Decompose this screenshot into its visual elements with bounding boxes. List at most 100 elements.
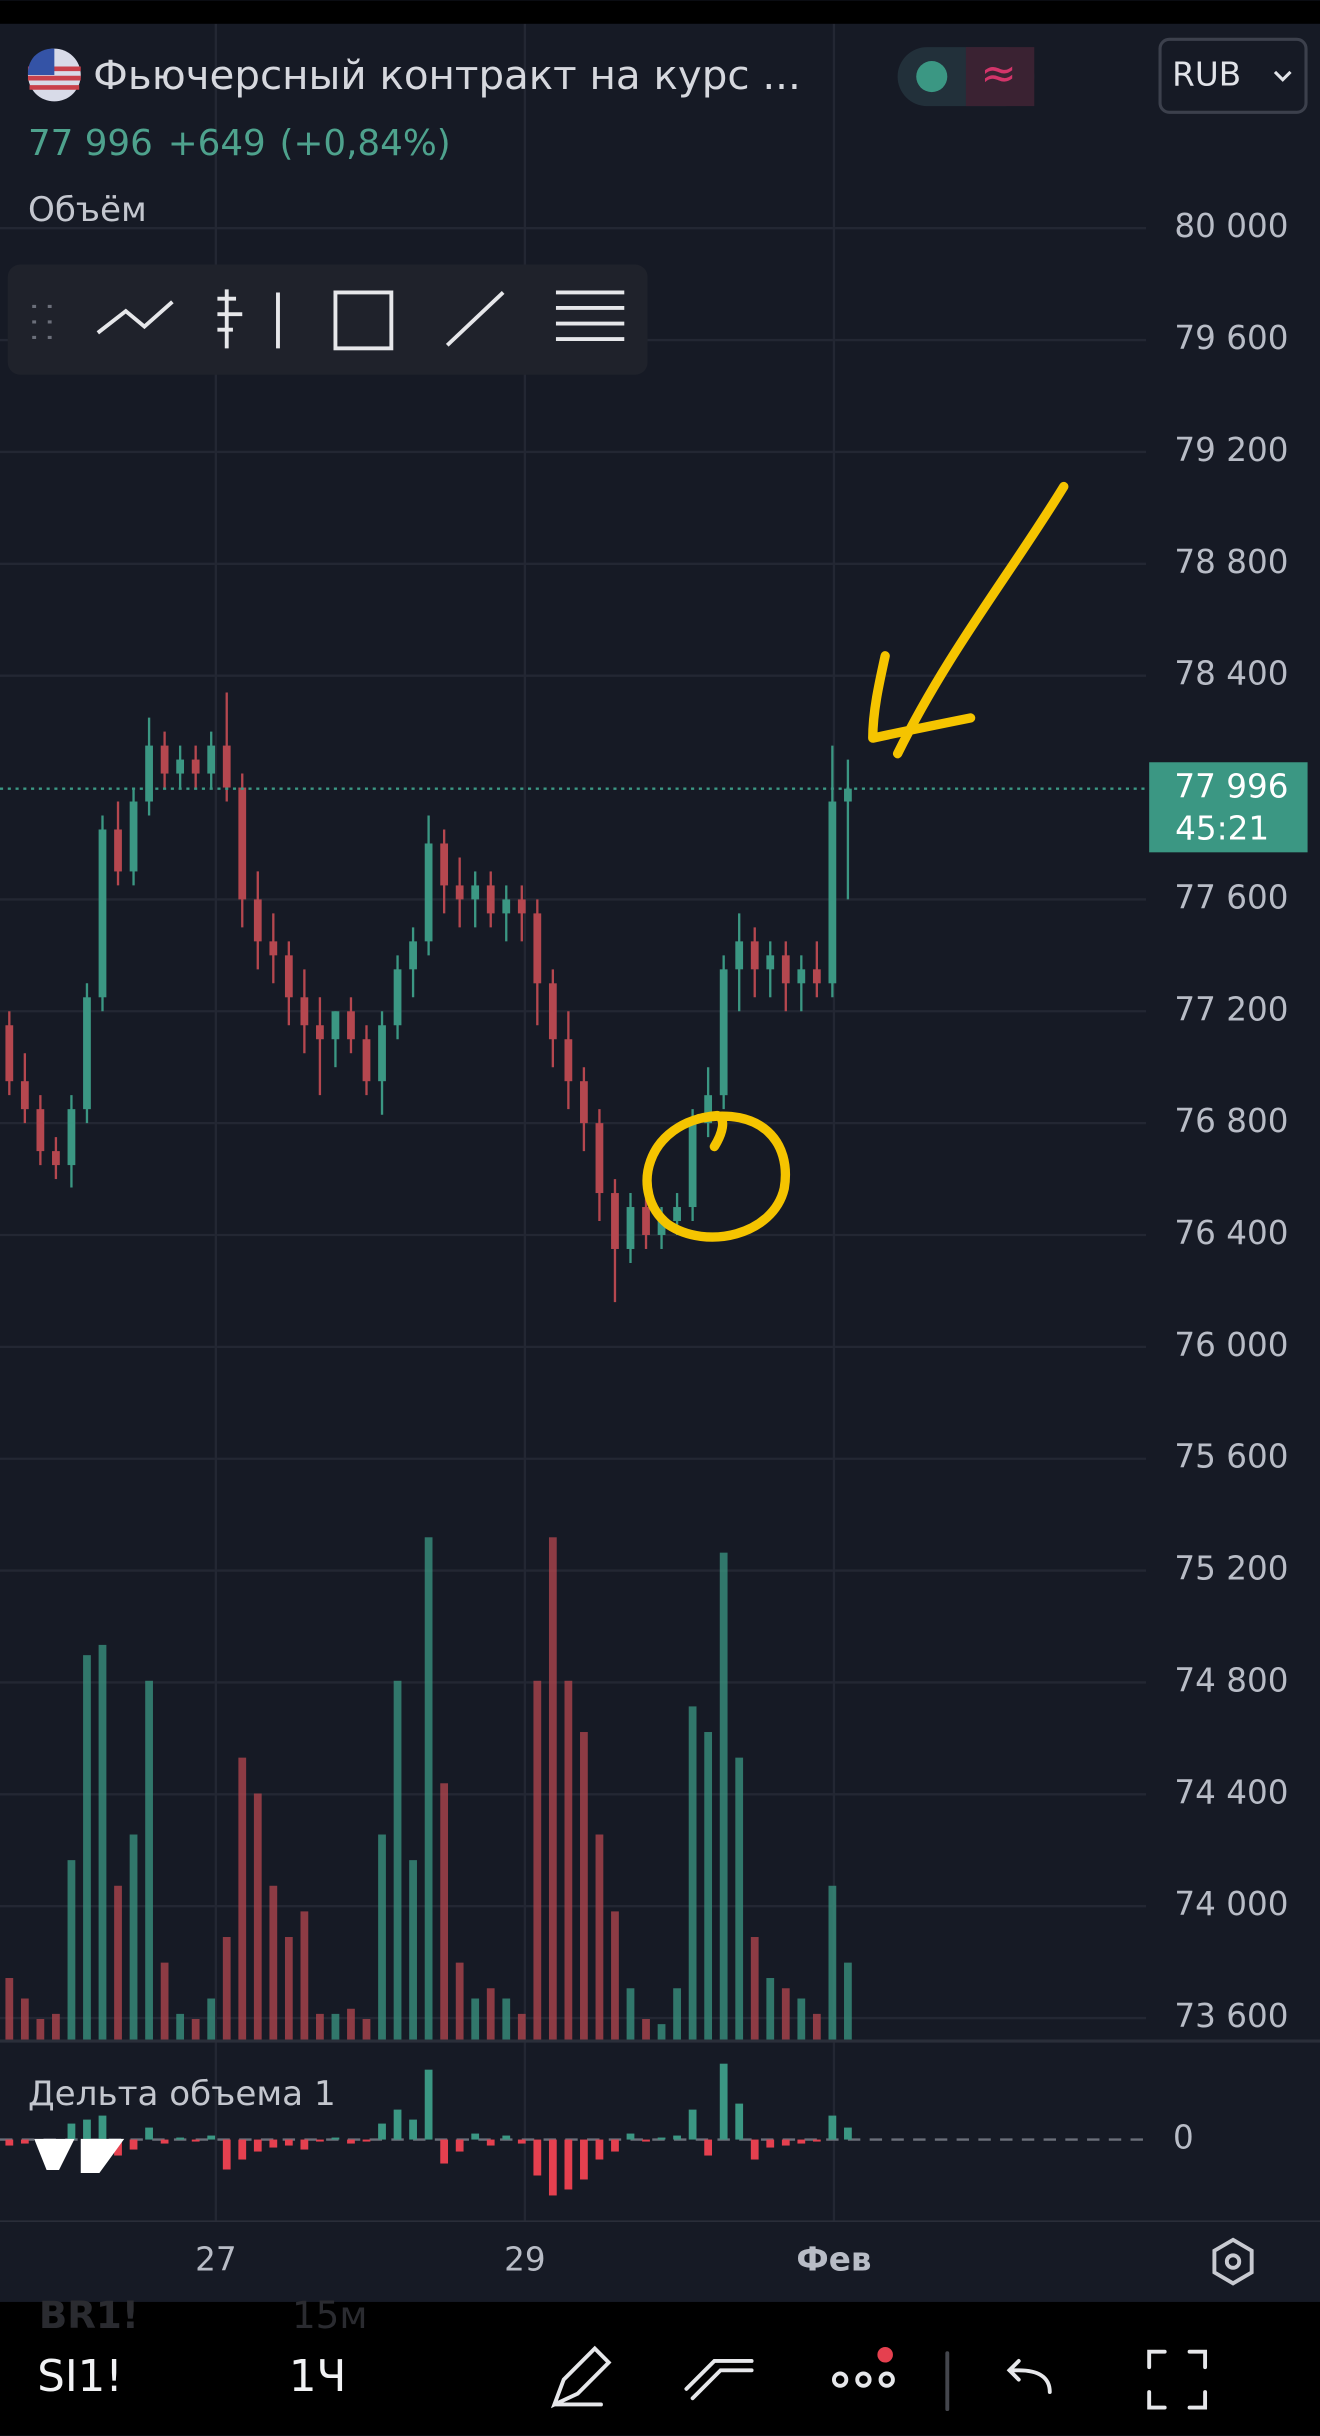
currency-select[interactable] [1158, 37, 1308, 114]
candle-body [409, 941, 417, 970]
candle-body [517, 899, 526, 914]
y-tick-label: 74 800 [1174, 1661, 1288, 1699]
volume-bar [222, 1937, 231, 2040]
arrow-shaft [892, 481, 1069, 759]
volume-bar [52, 2013, 60, 2040]
delta-bar [719, 2063, 728, 2140]
more-dot [855, 2371, 872, 2388]
bottom-bar [0, 2301, 1320, 2436]
y-tick-label: 77 200 [1174, 990, 1288, 1028]
volume-bar [378, 1834, 386, 2040]
delta-bar [191, 2139, 200, 2142]
delta-bar [781, 2139, 790, 2146]
volume-bar [284, 1937, 293, 2040]
delta-bar [67, 2123, 76, 2140]
y-tick-label: 73 600 [1174, 1997, 1288, 2035]
rect-tool[interactable] [333, 290, 394, 351]
y-tick-label: 74 000 [1174, 1885, 1288, 1923]
volume-bar [36, 2019, 45, 2040]
candle-body [424, 843, 433, 942]
delta-bar [393, 2109, 402, 2140]
trendline-tool[interactable] [96, 300, 174, 335]
candle-body [393, 969, 402, 1026]
volume-bar [486, 1988, 495, 2040]
delta-bar [642, 2139, 650, 2142]
volume-bar [129, 1834, 138, 2040]
delta-bar [657, 2137, 666, 2140]
volume-bar [673, 1988, 681, 2040]
delta-bar [486, 2139, 495, 2146]
volume-bar [67, 1860, 76, 2040]
x-tick-label: Фев [796, 2241, 871, 2279]
ray-tool[interactable] [445, 291, 505, 347]
y-tick-label: 79 600 [1174, 319, 1288, 357]
volume-bar [735, 1757, 744, 2040]
candle-body [611, 1193, 619, 1249]
volume-bar [533, 1680, 542, 2040]
candle-body [704, 1095, 713, 1124]
candle-body [657, 1221, 666, 1236]
delta-bar [735, 2103, 744, 2140]
delta-bar [176, 2137, 185, 2140]
draw-button[interactable] [550, 2345, 612, 2409]
volume-bar [347, 2008, 355, 2040]
candle-body [455, 885, 464, 900]
candle-body [300, 997, 309, 1026]
interval-button[interactable]: 1Ч [289, 2352, 346, 2402]
plot: 77 996 45:21 [0, 692, 1308, 2196]
toolbar-bg [7, 264, 648, 375]
candle-body [735, 941, 744, 970]
delta-bar [471, 2133, 480, 2140]
candle-body [766, 955, 775, 970]
settings-icon[interactable] [1212, 2237, 1254, 2286]
annotation [642, 481, 1069, 1242]
candle-body [844, 788, 852, 802]
volume-bar [316, 2013, 324, 2040]
volume-bar [331, 2013, 340, 2040]
last-price: 77 996 [28, 123, 153, 164]
volume-bar [517, 2013, 526, 2040]
volume-bar [300, 1911, 309, 2040]
delta-bar [517, 2139, 526, 2144]
tv-logo [34, 2138, 125, 2174]
price-change-pct: (+0,84%) [280, 123, 451, 164]
candle-body [284, 955, 293, 998]
volume-bar [98, 1644, 107, 2040]
delta-bar [347, 2139, 355, 2144]
candle-body [98, 829, 107, 998]
delta-bar [580, 2139, 588, 2180]
volume-bar [781, 1988, 790, 2040]
volume-bar [20, 1998, 29, 2040]
candle-body [253, 899, 262, 942]
candle-body [238, 787, 247, 900]
delta-bar [5, 2139, 14, 2146]
volume-bar [471, 1998, 480, 2040]
settings-icon-center [1224, 2253, 1242, 2270]
candle-body [331, 1011, 340, 1040]
more-dot[interactable] [831, 2371, 849, 2388]
volume-bar [238, 1757, 247, 2040]
delta-bar [362, 2139, 371, 2142]
fullscreen-button[interactable] [1147, 2349, 1208, 2410]
candle-body [486, 885, 495, 914]
volume-bar [114, 1885, 122, 2040]
symbol-button[interactable]: SI1! [37, 2352, 123, 2402]
candle-body [626, 1207, 635, 1249]
grid: 73 600 74 000 74 400 74 800 75 200 75 600 76 0… [0, 23, 1289, 2279]
volume-bar [766, 1978, 775, 2040]
undo-button[interactable] [1006, 2359, 1052, 2394]
delta-bar [766, 2139, 775, 2148]
settings-tool[interactable] [555, 290, 625, 341]
volume-label: Объём [28, 190, 147, 230]
delta-bar [564, 2139, 573, 2190]
candle-body [673, 1207, 681, 1222]
delta-bar [502, 2135, 511, 2140]
drag-handle[interactable] [32, 304, 52, 340]
candle-body [781, 955, 790, 984]
delta-bar [704, 2139, 713, 2156]
volume-bar [5, 1978, 14, 2040]
indicators-button[interactable] [684, 2359, 754, 2401]
volume-bar [750, 1937, 759, 2040]
symbol-title[interactable]: Фьючерсный контракт на курс ... [93, 52, 801, 99]
fib-tool[interactable] [217, 289, 280, 349]
